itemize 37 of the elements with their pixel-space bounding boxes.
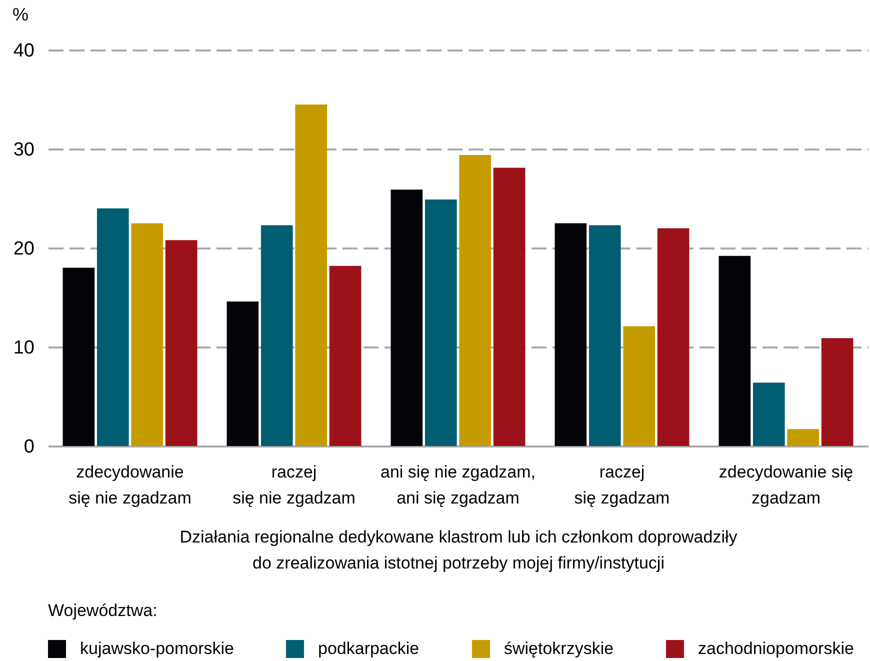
y-tick-label: 0 xyxy=(24,436,34,458)
legend-label: zachodniopomorskie xyxy=(698,639,854,658)
y-tick-label: 30 xyxy=(13,140,34,160)
bar xyxy=(96,208,129,446)
x-tick-label: zdecydowanie się zgadzam xyxy=(718,462,854,508)
bar xyxy=(260,225,293,446)
y-tick-label: 40 xyxy=(13,40,34,62)
bar xyxy=(165,240,198,446)
y-axis-title: % xyxy=(12,4,29,24)
bar xyxy=(295,104,328,446)
bar xyxy=(554,223,587,446)
y-tick-label: 10 xyxy=(13,338,34,358)
bar xyxy=(62,268,95,446)
bar xyxy=(752,382,785,446)
bar xyxy=(821,338,854,446)
bar xyxy=(657,228,690,446)
x-tick-label: raczej się zgadzam xyxy=(574,462,670,508)
bar xyxy=(493,168,526,446)
bar xyxy=(588,225,621,446)
x-tick-label: raczej się nie zgadzam xyxy=(232,462,356,508)
bar xyxy=(459,154,492,446)
bar xyxy=(390,190,423,446)
bar xyxy=(329,266,362,446)
legend-title: Województwa: xyxy=(48,601,158,620)
bar xyxy=(623,326,656,446)
x-tick-label: zdecydowanie się nie zgadzam xyxy=(68,462,192,508)
legend-label: świętokrzyskie xyxy=(504,639,614,658)
x-axis-title: Działania regionalne dedykowane klastrom lub ich członkom doprowadziły do zrealizowania istotnej potrzeby mojej firmy/instytucji xyxy=(180,528,738,572)
bar xyxy=(131,223,164,446)
bar xyxy=(226,301,259,446)
bar xyxy=(718,256,751,446)
bar xyxy=(424,199,457,446)
x-tick-label: ani się nie zgadzam, ani się zgadzam xyxy=(380,462,536,508)
legend-label: podkarpackie xyxy=(318,639,420,658)
bar xyxy=(787,429,820,446)
y-tick-label: 20 xyxy=(13,238,34,260)
legend-label: kujawsko-pomorskie xyxy=(80,639,234,658)
